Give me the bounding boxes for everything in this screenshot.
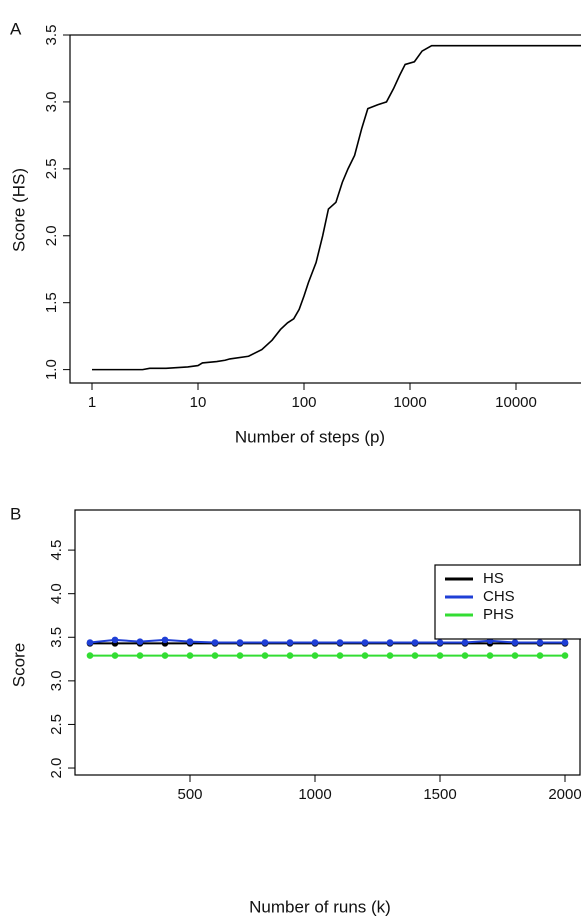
y-tick-label: 2.0 [43, 225, 60, 246]
y-tick-label: 3.0 [48, 670, 65, 691]
data-line [89, 638, 565, 644]
y-tick-label: 2.5 [43, 158, 60, 179]
panel-label: A [10, 19, 22, 38]
data-point [461, 639, 469, 646]
y-tick-label: 4.0 [48, 583, 65, 604]
data-point [136, 638, 144, 645]
data-point [536, 652, 544, 659]
y-tick-label: 3.5 [43, 25, 60, 46]
x-tick-label: 1000 [298, 786, 331, 803]
x-tick-label: 2000 [548, 786, 581, 803]
data-point [461, 652, 469, 659]
y-tick-label: 3.0 [43, 91, 60, 112]
y-tick-label: 1.5 [43, 292, 60, 313]
panel-label: B [10, 504, 21, 523]
x-axis-title: Number of steps (p) [235, 427, 385, 446]
data-point [511, 639, 519, 646]
data-line [92, 44, 581, 371]
x-tick-label: 100 [291, 394, 316, 411]
x-tick-label: 1500 [423, 786, 456, 803]
data-point [536, 639, 544, 646]
data-point [286, 639, 294, 646]
y-tick-label: 4.5 [48, 540, 65, 561]
data-point [111, 636, 119, 644]
data-point [561, 639, 569, 646]
x-tick-label: 1000 [393, 394, 426, 411]
data-point [361, 639, 369, 646]
data-point [286, 652, 294, 659]
data-point [311, 652, 319, 659]
data-point [411, 639, 419, 646]
y-axis-title: Score [9, 643, 28, 687]
data-point [361, 652, 369, 659]
data-point [411, 652, 419, 659]
plot-frame [69, 34, 581, 384]
data-point [186, 652, 194, 659]
y-tick-label: 2.0 [48, 758, 65, 779]
data-point [311, 639, 319, 646]
data-point [511, 652, 519, 659]
data-point [161, 652, 169, 659]
y-tick-label: 3.5 [48, 627, 65, 648]
data-point [436, 639, 444, 646]
data-point [336, 652, 344, 659]
data-point [211, 639, 219, 646]
y-tick-label: 1.0 [43, 359, 60, 380]
x-tick-label: 10000 [495, 394, 537, 411]
data-point [86, 639, 94, 646]
data-point [211, 652, 219, 659]
data-point [386, 652, 394, 659]
data-point [161, 636, 169, 644]
data-point [236, 652, 244, 659]
data-point [436, 652, 444, 659]
data-point [561, 652, 569, 659]
data-point [186, 638, 194, 645]
y-axis-title: Score (HS) [9, 168, 28, 252]
data-point [386, 639, 394, 646]
data-point [261, 652, 269, 659]
x-axis-title: Number of runs (k) [249, 897, 391, 916]
data-point [236, 639, 244, 646]
y-tick-label: 2.5 [48, 714, 65, 735]
legend-label: PHS [483, 606, 514, 623]
data-point [261, 639, 269, 646]
x-tick-label: 1 [88, 394, 96, 411]
x-tick-label: 10 [190, 394, 207, 411]
data-point [136, 652, 144, 659]
x-tick-label: 500 [177, 786, 202, 803]
legend-box [434, 564, 581, 640]
data-point [336, 639, 344, 646]
data-point [86, 652, 94, 659]
legend-label: HS [483, 570, 504, 587]
data-point [486, 652, 494, 659]
legend-label: CHS [483, 588, 515, 605]
data-point [111, 652, 119, 659]
plot-frame [74, 509, 581, 776]
